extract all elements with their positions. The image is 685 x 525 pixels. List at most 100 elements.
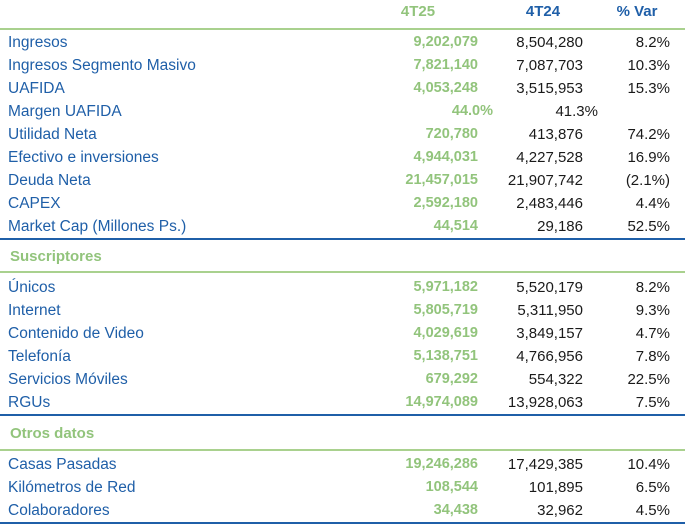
section-header-divider: [0, 271, 685, 273]
value-4t24: 5,311,950: [517, 302, 583, 319]
table-row: Telefonía 5,138,751 4,766,956 7.8%: [0, 345, 685, 368]
value-var: 8.2%: [635, 34, 670, 51]
value-4t25: 108,544: [425, 479, 478, 495]
value-4t24: 41.3%: [555, 103, 598, 120]
value-var: 4.5%: [635, 502, 670, 519]
table-row: RGUs 14,974,089 13,928,063 7.5%: [0, 391, 685, 414]
row-label: RGUs: [8, 394, 51, 411]
value-4t24: 29,186: [537, 218, 583, 235]
section-header-otros-datos: Otros datos: [0, 422, 685, 445]
table-row: Internet 5,805,719 5,311,950 9.3%: [0, 299, 685, 322]
value-var: 4.7%: [635, 325, 670, 342]
value-4t24: 5,520,179: [516, 279, 583, 296]
value-var: 16.9%: [627, 149, 670, 166]
value-var: 8.2%: [635, 279, 670, 296]
row-label: Únicos: [8, 279, 56, 296]
value-4t25: 5,971,182: [413, 279, 478, 295]
section-divider: [0, 414, 685, 416]
value-4t25: 5,805,719: [413, 302, 478, 318]
value-var: 7.5%: [635, 394, 670, 411]
value-4t25: 4,944,031: [413, 149, 478, 165]
header-divider: [0, 28, 685, 30]
table-header: 4T25 4T24 % Var: [0, 0, 685, 23]
row-label: Servicios Móviles: [8, 371, 128, 388]
table-row: Casas Pasadas 19,246,286 17,429,385 10.4…: [0, 453, 685, 476]
value-4t25: 4,029,619: [413, 325, 478, 341]
value-4t24: 8,504,280: [516, 34, 583, 51]
table-row: Servicios Móviles 679,292 554,322 22.5%: [0, 368, 685, 391]
table-row: Efectivo e inversiones 4,944,031 4,227,5…: [0, 146, 685, 169]
row-label: Market Cap (Millones Ps.): [8, 218, 187, 235]
row-label: Kilómetros de Red: [8, 479, 136, 496]
value-4t24: 413,876: [528, 126, 583, 143]
value-4t25: 44.0%: [451, 103, 493, 119]
section-title: Otros datos: [10, 425, 95, 442]
value-4t24: 17,429,385: [507, 456, 583, 473]
value-var: 7.8%: [635, 348, 670, 365]
row-label: Deuda Neta: [8, 172, 91, 189]
value-4t25: 9,202,079: [413, 34, 478, 50]
value-4t24: 3,849,157: [516, 325, 583, 342]
value-4t25: 7,821,140: [413, 57, 478, 73]
value-4t25: 44,514: [433, 218, 478, 234]
header-4t25: 4T25: [400, 3, 436, 20]
row-label: Telefonía: [8, 348, 71, 365]
table-row: Kilómetros de Red 108,544 101,895 6.5%: [0, 476, 685, 499]
value-var: 4.4%: [635, 195, 670, 212]
row-label: Contenido de Video: [8, 325, 144, 342]
table-row: CAPEX 2,592,180 2,483,446 4.4%: [0, 192, 685, 215]
value-4t24: 7,087,703: [516, 57, 583, 74]
table-row: Ingresos 9,202,079 8,504,280 8.2%: [0, 31, 685, 54]
value-4t24: 4,227,528: [516, 149, 583, 166]
value-4t25: 4,053,248: [413, 80, 478, 96]
row-label: Utilidad Neta: [8, 126, 97, 143]
table-row: Ingresos Segmento Masivo 7,821,140 7,087…: [0, 54, 685, 77]
value-4t24: 3,515,953: [516, 80, 583, 97]
value-4t25: 14,974,089: [405, 394, 478, 410]
row-label: Colaboradores: [8, 502, 110, 519]
table-row: Deuda Neta 21,457,015 21,907,742 (2.1%): [0, 169, 685, 192]
row-label: Internet: [8, 302, 61, 319]
value-4t25: 2,592,180: [413, 195, 478, 211]
row-label: Ingresos Segmento Masivo: [8, 57, 196, 74]
value-4t25: 679,292: [425, 371, 478, 387]
row-label: Ingresos: [8, 34, 68, 51]
table-row: Contenido de Video 4,029,619 3,849,157 4…: [0, 322, 685, 345]
value-4t24: 13,928,063: [507, 394, 583, 411]
value-4t24: 101,895: [528, 479, 583, 496]
value-var: 6.5%: [635, 479, 670, 496]
value-var: (2.1%): [625, 172, 670, 189]
value-var: 15.3%: [627, 80, 670, 97]
value-4t25: 34,438: [433, 502, 478, 518]
header-4t24: 4T24: [525, 3, 561, 20]
value-4t25: 19,246,286: [405, 456, 478, 472]
value-var: 52.5%: [627, 218, 670, 235]
section-divider: [0, 238, 685, 240]
row-label: CAPEX: [8, 195, 61, 212]
table-row: Colaboradores 34,438 32,962 4.5%: [0, 499, 685, 522]
section-header-suscriptores: Suscriptores: [0, 245, 685, 268]
value-4t24: 2,483,446: [516, 195, 583, 212]
value-var: 9.3%: [635, 302, 670, 319]
value-4t25: 21,457,015: [405, 172, 478, 188]
table-row: Market Cap (Millones Ps.) 44,514 29,186 …: [0, 215, 685, 238]
value-4t24: 21,907,742: [507, 172, 583, 189]
table-row: UAFIDA 4,053,248 3,515,953 15.3%: [0, 77, 685, 100]
value-4t25: 5,138,751: [413, 348, 478, 364]
value-4t24: 4,766,956: [516, 348, 583, 365]
table-row: Margen UAFIDA 44.0% 41.3%: [0, 100, 685, 123]
row-label: UAFIDA: [8, 80, 65, 97]
value-var: 10.3%: [627, 57, 670, 74]
value-4t25: 720,780: [425, 126, 478, 142]
value-4t24: 554,322: [528, 371, 583, 388]
row-label: Margen UAFIDA: [8, 103, 122, 120]
table-bottom-border: [0, 522, 685, 524]
value-var: 74.2%: [627, 126, 670, 143]
value-var: 10.4%: [627, 456, 670, 473]
row-label: Efectivo e inversiones: [8, 149, 159, 166]
value-var: 22.5%: [627, 371, 670, 388]
table-row: Únicos 5,971,182 5,520,179 8.2%: [0, 276, 685, 299]
table-row: Utilidad Neta 720,780 413,876 74.2%: [0, 123, 685, 146]
value-4t24: 32,962: [537, 502, 583, 519]
